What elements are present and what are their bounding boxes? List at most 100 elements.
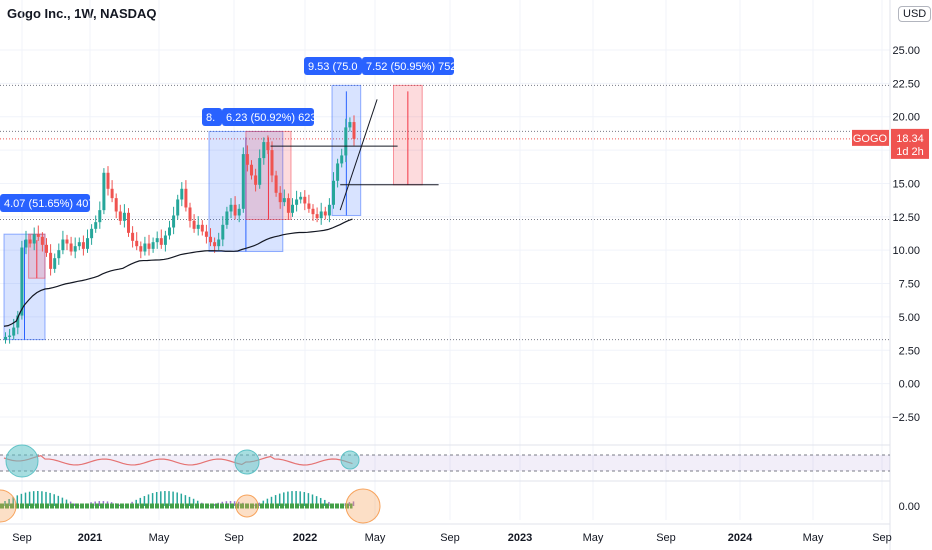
candle[interactable] xyxy=(61,239,65,251)
candle[interactable] xyxy=(86,238,89,249)
candle[interactable] xyxy=(200,224,204,232)
candle[interactable] xyxy=(303,196,307,204)
candle[interactable] xyxy=(352,122,356,139)
candle[interactable] xyxy=(151,242,155,249)
candle[interactable] xyxy=(295,199,299,205)
candle[interactable] xyxy=(122,212,126,221)
candle[interactable] xyxy=(278,192,282,203)
candle[interactable] xyxy=(204,231,208,237)
candle[interactable] xyxy=(45,244,48,253)
candle[interactable] xyxy=(270,150,274,176)
candle[interactable] xyxy=(147,243,151,249)
candle[interactable] xyxy=(172,215,176,228)
candle[interactable] xyxy=(110,188,114,199)
candle[interactable] xyxy=(77,242,81,247)
candle[interactable] xyxy=(319,211,323,219)
candle[interactable] xyxy=(40,236,44,245)
candle[interactable] xyxy=(225,211,229,225)
candle[interactable] xyxy=(286,198,290,213)
measure-label[interactable]: 7.52 (50.95%) 752 xyxy=(362,57,457,75)
candle[interactable] xyxy=(12,327,16,336)
candle[interactable] xyxy=(163,235,167,245)
candle[interactable] xyxy=(254,175,258,185)
candle[interactable] xyxy=(53,258,57,269)
candle[interactable] xyxy=(340,155,344,164)
candle[interactable] xyxy=(49,252,53,269)
candle[interactable] xyxy=(131,232,135,241)
candle[interactable] xyxy=(176,199,180,216)
price-axis[interactable]: 25.0022.5020.0017.5015.0012.5010.007.505… xyxy=(892,45,920,424)
candle[interactable] xyxy=(106,172,110,189)
candle[interactable] xyxy=(102,172,106,211)
candle[interactable] xyxy=(344,127,348,156)
candle[interactable] xyxy=(237,208,241,216)
candle[interactable] xyxy=(4,336,7,340)
candle[interactable] xyxy=(155,238,159,243)
candle[interactable] xyxy=(98,210,102,223)
candle[interactable] xyxy=(250,164,253,176)
candle[interactable] xyxy=(180,188,184,200)
price-tick-label: 0.00 xyxy=(899,379,920,391)
candle[interactable] xyxy=(245,154,249,165)
rsi-pane[interactable] xyxy=(0,444,890,478)
momentum-pane[interactable]: 0.00 xyxy=(0,488,920,524)
candle[interactable] xyxy=(262,142,266,159)
candle[interactable] xyxy=(32,234,36,244)
candle[interactable] xyxy=(241,154,245,209)
candle[interactable] xyxy=(81,242,85,249)
measure-label[interactable]: 9.53 (75.0 xyxy=(304,57,362,75)
time-tick-label: Sep xyxy=(440,532,460,544)
candle[interactable] xyxy=(274,175,278,193)
candle[interactable] xyxy=(196,224,200,229)
candle[interactable] xyxy=(57,250,61,259)
candle[interactable] xyxy=(73,246,77,252)
candle[interactable] xyxy=(266,142,270,151)
candle[interactable] xyxy=(233,204,237,216)
candle[interactable] xyxy=(90,228,94,239)
measure-label[interactable]: 4.07 (51.65%) 407 xyxy=(0,194,95,212)
candle[interactable] xyxy=(127,212,130,233)
candle[interactable] xyxy=(307,203,311,209)
candle[interactable] xyxy=(299,196,303,200)
candle[interactable] xyxy=(315,214,319,219)
candle[interactable] xyxy=(323,211,327,216)
candle[interactable] xyxy=(332,180,335,205)
candle[interactable] xyxy=(168,227,171,236)
candle[interactable] xyxy=(36,234,40,237)
candle[interactable] xyxy=(20,247,24,316)
candle[interactable] xyxy=(229,204,233,212)
currency-selector[interactable]: USD xyxy=(898,6,932,22)
candle[interactable] xyxy=(24,239,28,248)
candle[interactable] xyxy=(258,158,262,185)
candle[interactable] xyxy=(217,239,221,247)
candle[interactable] xyxy=(65,239,69,244)
candle[interactable] xyxy=(8,335,12,337)
candle[interactable] xyxy=(192,220,196,229)
candle[interactable] xyxy=(213,242,217,247)
candle[interactable] xyxy=(143,243,147,252)
candle[interactable] xyxy=(209,236,212,243)
candle[interactable] xyxy=(28,239,32,244)
candle[interactable] xyxy=(282,198,286,203)
time-axis[interactable]: Sep 2021 May Sep 2022 May Sep 2023 May Sep 2024 May… xyxy=(12,532,892,544)
candle[interactable] xyxy=(291,204,294,213)
candle[interactable] xyxy=(118,211,122,221)
candle[interactable] xyxy=(184,188,188,208)
candle[interactable] xyxy=(16,315,20,328)
candle[interactable] xyxy=(94,222,98,229)
candle[interactable] xyxy=(188,207,192,221)
candle[interactable] xyxy=(348,122,352,128)
candle[interactable] xyxy=(221,224,225,240)
candle[interactable] xyxy=(311,208,315,215)
measure-label[interactable]: 6.23 (50.92%) 623 xyxy=(222,108,317,126)
candle[interactable] xyxy=(159,238,163,245)
candle[interactable] xyxy=(336,163,340,181)
trend-line[interactable] xyxy=(339,99,378,211)
candle[interactable] xyxy=(139,246,143,252)
candle[interactable] xyxy=(327,204,331,216)
measure-label[interactable]: 8. xyxy=(202,108,222,126)
candle[interactable] xyxy=(135,240,139,247)
candle[interactable] xyxy=(69,243,73,252)
candle[interactable] xyxy=(114,198,118,212)
